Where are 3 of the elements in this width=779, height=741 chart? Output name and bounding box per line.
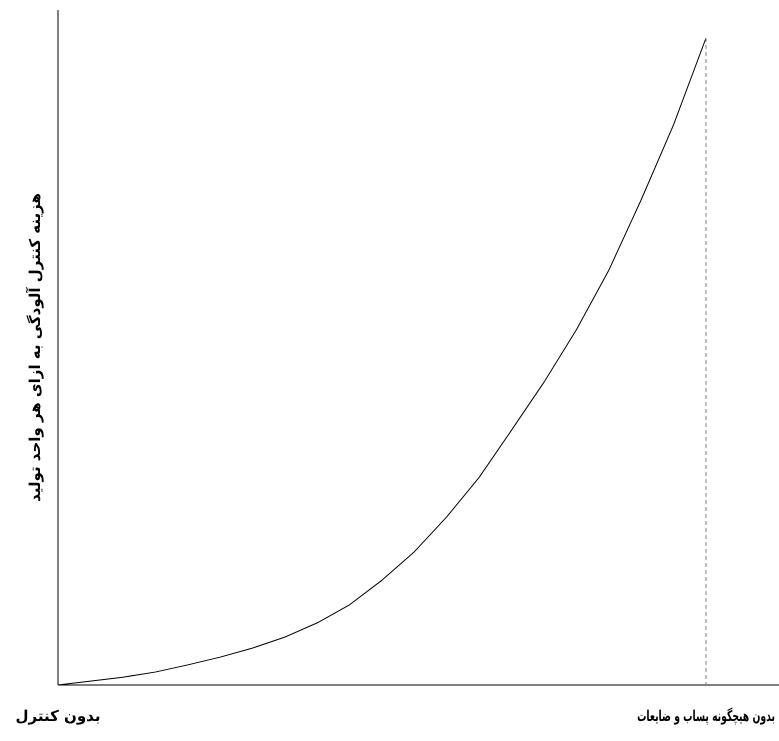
x-tick-label: بدون هیچگونه پساب و ضایعات [637,706,775,726]
y-axis-title: هزینه کنترل آلودگی به ازای هر واحد تولید [25,193,44,502]
x-tick-label: بدون کنترل [16,707,100,725]
